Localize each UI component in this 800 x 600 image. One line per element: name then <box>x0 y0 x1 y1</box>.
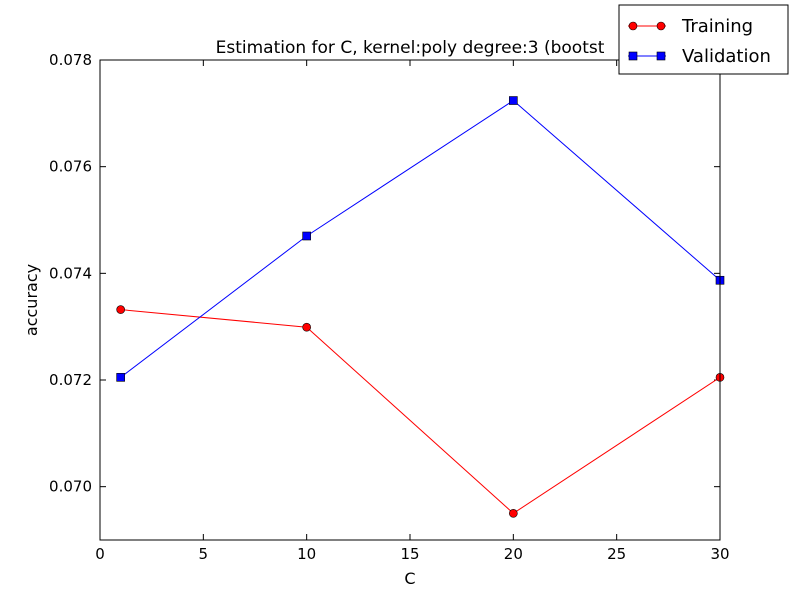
plot-frame <box>99 59 721 541</box>
x-tick-label: 15 <box>400 545 419 563</box>
legend-training-marker-end <box>656 21 666 31</box>
x-tick-label: 25 <box>607 545 626 563</box>
legend-box <box>618 4 789 75</box>
y-tick-label: 0.078 <box>49 51 92 69</box>
x-tick-label: 5 <box>199 545 209 563</box>
training-series-line <box>120 309 721 514</box>
validation-point <box>116 373 125 382</box>
x-tick-label: 0 <box>95 545 105 563</box>
training-point <box>509 509 518 518</box>
validation-point <box>302 231 311 241</box>
y-axis-label: accuracy <box>22 264 41 336</box>
axis-ticks: 0 5 10 15 20 25 30 0.070 0.072 0.074 0.076 0.078 <box>49 51 730 563</box>
training-point <box>116 305 125 314</box>
x-tick-label: 20 <box>504 545 523 563</box>
y-tick-label: 0.076 <box>49 158 92 176</box>
y-tick-label: 0.074 <box>49 264 92 282</box>
legend-validation-label: Validation <box>682 46 771 67</box>
validation-series-line <box>120 99 721 378</box>
x-axis-label: C <box>404 569 415 588</box>
validation-point <box>509 96 518 105</box>
y-tick-label: 0.072 <box>49 371 92 389</box>
legend-validation-marker-start <box>628 51 638 61</box>
chart-title: Estimation for C, kernel:poly degree:3 (… <box>216 38 605 58</box>
legend-training-label: Training <box>681 16 753 37</box>
x-tick-label: 30 <box>710 545 729 563</box>
y-tick-label: 0.070 <box>49 478 92 496</box>
legend-training-marker-start <box>628 21 638 31</box>
legend: Training Validation <box>618 4 789 75</box>
legend-validation-marker-end <box>656 51 666 61</box>
plot-area <box>100 60 720 540</box>
x-tick-label: 10 <box>297 545 316 563</box>
series-layer <box>116 96 725 518</box>
training-point <box>302 322 311 332</box>
